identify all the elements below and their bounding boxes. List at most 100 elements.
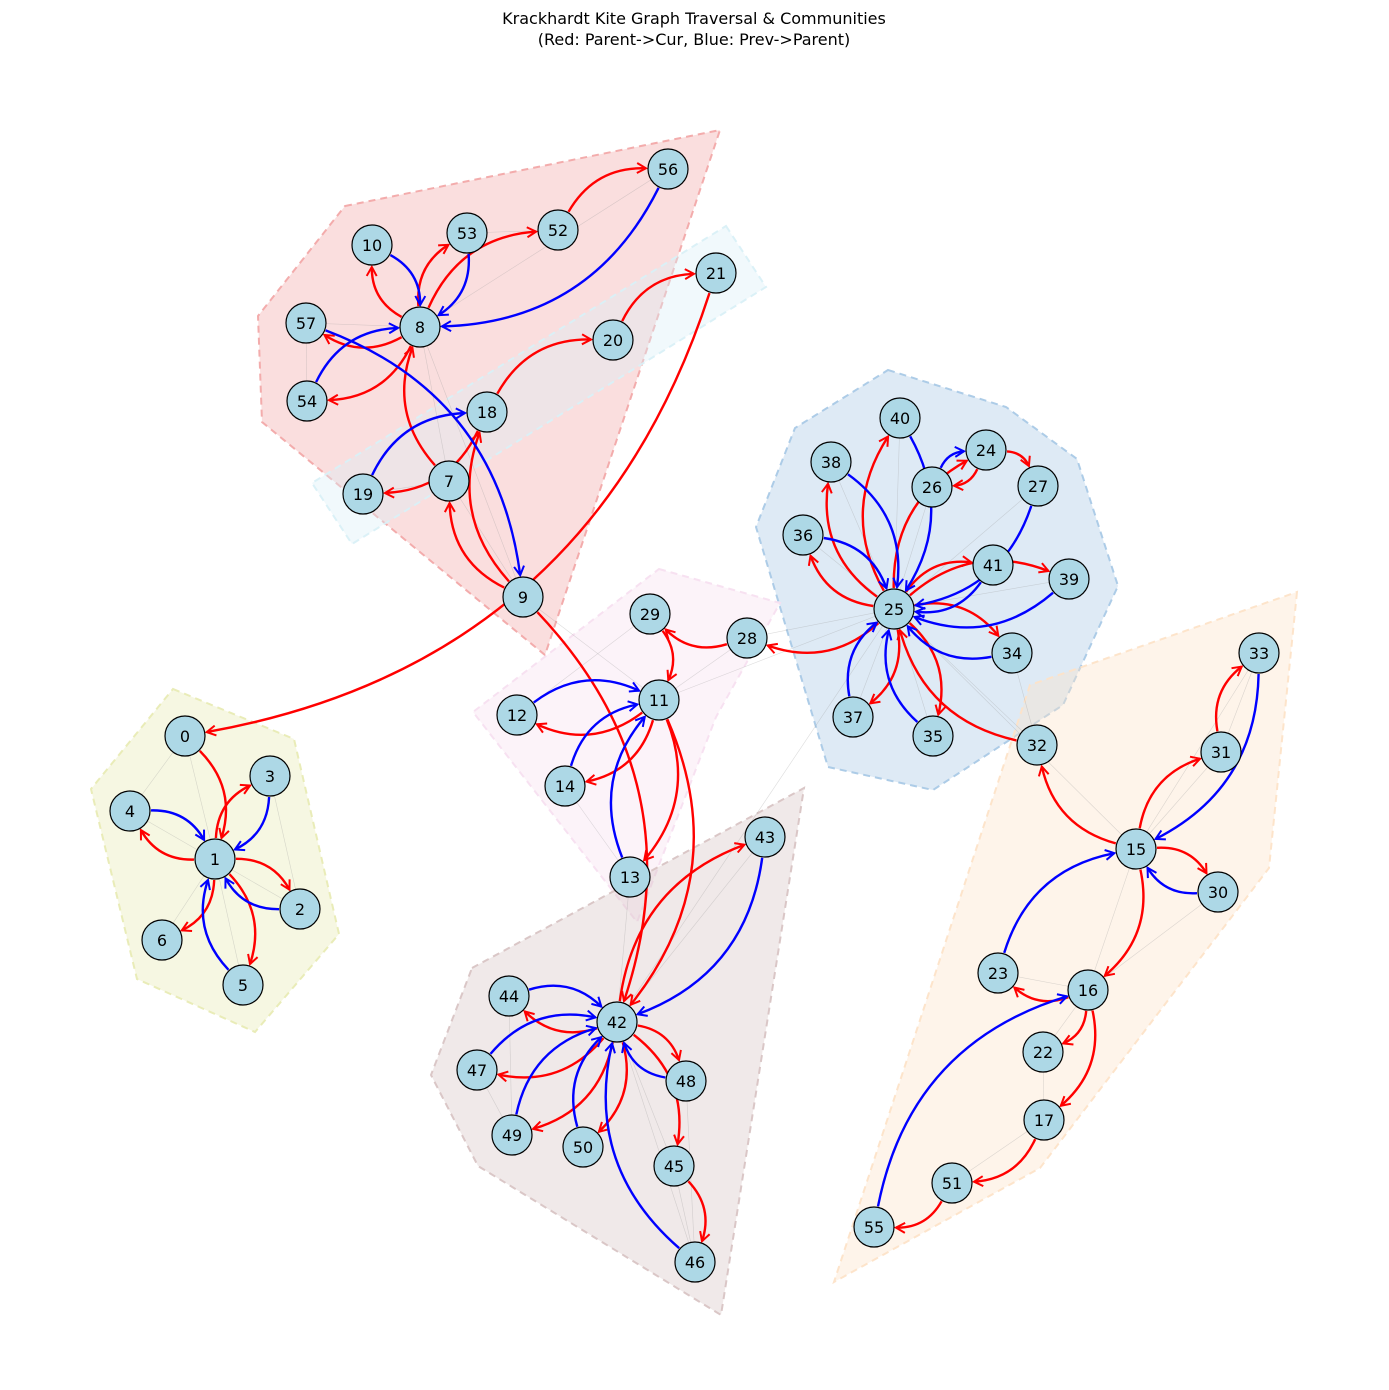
red-arrow-32-25 [900, 630, 1017, 742]
red-arrow-11-13 [644, 719, 680, 861]
node-label: 9 [518, 588, 528, 607]
graph-edge-3-2 [269, 775, 301, 910]
node-circle [674, 1241, 716, 1283]
graph-node-26: 26 [911, 466, 953, 508]
node-label: 6 [157, 931, 167, 950]
traversal-arrows [139, 168, 1260, 1250]
graph-edges [129, 168, 1260, 1263]
node-circle [596, 1001, 638, 1043]
graph-node-46: 46 [674, 1241, 716, 1283]
blue-arrow-47-42 [489, 1015, 596, 1055]
red-arrow-8-52 [427, 232, 537, 309]
node-circle [629, 593, 671, 635]
red-arrow-16-17 [1061, 1010, 1097, 1106]
graph-node-48: 48 [665, 1060, 707, 1102]
blue-arrow-37-25 [846, 623, 877, 697]
node-circle [1048, 558, 1090, 600]
red-arrow-17-51 [974, 1138, 1037, 1182]
node-label: 19 [353, 485, 373, 504]
node-circle [609, 856, 651, 898]
figure-title-line1: Krackhardt Kite Graph Traversal & Commun… [502, 9, 886, 28]
node-label: 34 [1002, 644, 1022, 663]
node-circle [653, 1145, 695, 1187]
red-arrow-9-7 [450, 503, 505, 589]
blue-arrow-57-9 [325, 329, 521, 575]
blue-arrow-34-25 [908, 626, 992, 660]
blue-arrow-26-24 [939, 451, 964, 469]
node-label: 1 [210, 850, 220, 869]
node-circle [399, 306, 441, 348]
node-label: 12 [507, 706, 527, 725]
graph-node-56: 56 [647, 148, 689, 190]
node-label: 21 [706, 264, 726, 283]
node-label: 45 [664, 1157, 684, 1176]
graph-node-14: 14 [544, 765, 586, 807]
node-label: 20 [603, 331, 623, 350]
node-circle [1023, 1099, 1065, 1141]
red-arrow-28-29 [666, 630, 728, 649]
blue-arrow-43-42 [638, 857, 764, 1015]
graph-node-44: 44 [488, 975, 530, 1017]
node-circle [1022, 1031, 1064, 1073]
node-circle [491, 1114, 533, 1156]
graph-node-39: 39 [1048, 558, 1090, 600]
red-arrow-15-32 [1042, 767, 1117, 845]
node-circle [488, 975, 530, 1017]
graph-node-36: 36 [782, 514, 824, 556]
blue-arrow-56-8 [442, 187, 660, 327]
graph-node-13: 13 [609, 856, 651, 898]
node-circle [194, 838, 236, 880]
blue-arrow-12-11 [533, 679, 639, 704]
node-circle [879, 397, 921, 439]
blue-arrow-44-42 [528, 984, 601, 1007]
node-label: 42 [607, 1013, 627, 1032]
red-arrow-9-18 [468, 433, 510, 583]
blue-arrow-10-8 [389, 254, 420, 305]
blue-arrow-55-16 [876, 996, 1067, 1207]
community-hulls [89, 128, 1299, 1317]
graph-node-21: 21 [695, 252, 737, 294]
graph-node-27: 27 [1017, 465, 1059, 507]
node-label: 31 [1211, 743, 1231, 762]
graph-node-29: 29 [629, 593, 671, 635]
graph-node-40: 40 [879, 397, 921, 439]
node-label: 48 [676, 1072, 696, 1091]
graph-edge-15-16 [1087, 848, 1137, 991]
node-circle [965, 429, 1007, 471]
node-label: 37 [843, 708, 863, 727]
node-circle [1017, 465, 1059, 507]
blue-arrow-53-8 [439, 253, 471, 315]
node-label: 17 [1034, 1111, 1054, 1130]
blue-arrow-48-42 [624, 1043, 666, 1079]
graph-node-11: 11 [638, 679, 680, 721]
community-hull-c2 [310, 224, 768, 546]
graph-node-16: 16 [1067, 969, 1109, 1011]
node-label: 41 [983, 556, 1003, 575]
graph-node-50: 50 [562, 1126, 604, 1168]
blue-arrow-39-25 [915, 591, 1054, 629]
graph-node-7: 7 [428, 460, 470, 502]
blue-arrow-40-25 [906, 435, 933, 590]
graph-node-5: 5 [222, 964, 264, 1006]
blue-arrow-2-1 [226, 878, 280, 911]
graph-node-28: 28 [726, 617, 768, 659]
node-circle [496, 694, 538, 736]
graph-node-24: 24 [965, 429, 1007, 471]
red-arrow-31-33 [1214, 667, 1242, 732]
graph-edge-28-25 [746, 608, 895, 639]
blue-arrow-49-42 [515, 1028, 596, 1115]
red-arrow-20-21 [621, 274, 694, 322]
node-label: 18 [477, 403, 497, 422]
red-arrow-52-56 [567, 168, 647, 213]
node-circle [1238, 632, 1280, 674]
graph-edge-42-46 [616, 1021, 696, 1263]
node-label: 13 [620, 868, 640, 887]
red-arrow-42-47 [499, 1037, 605, 1077]
node-circle [665, 1060, 707, 1102]
graph-node-22: 22 [1022, 1031, 1064, 1073]
node-circle [832, 696, 874, 738]
node-circle [285, 302, 327, 344]
node-circle [456, 1049, 498, 1091]
red-arrow-11-14 [587, 719, 655, 782]
